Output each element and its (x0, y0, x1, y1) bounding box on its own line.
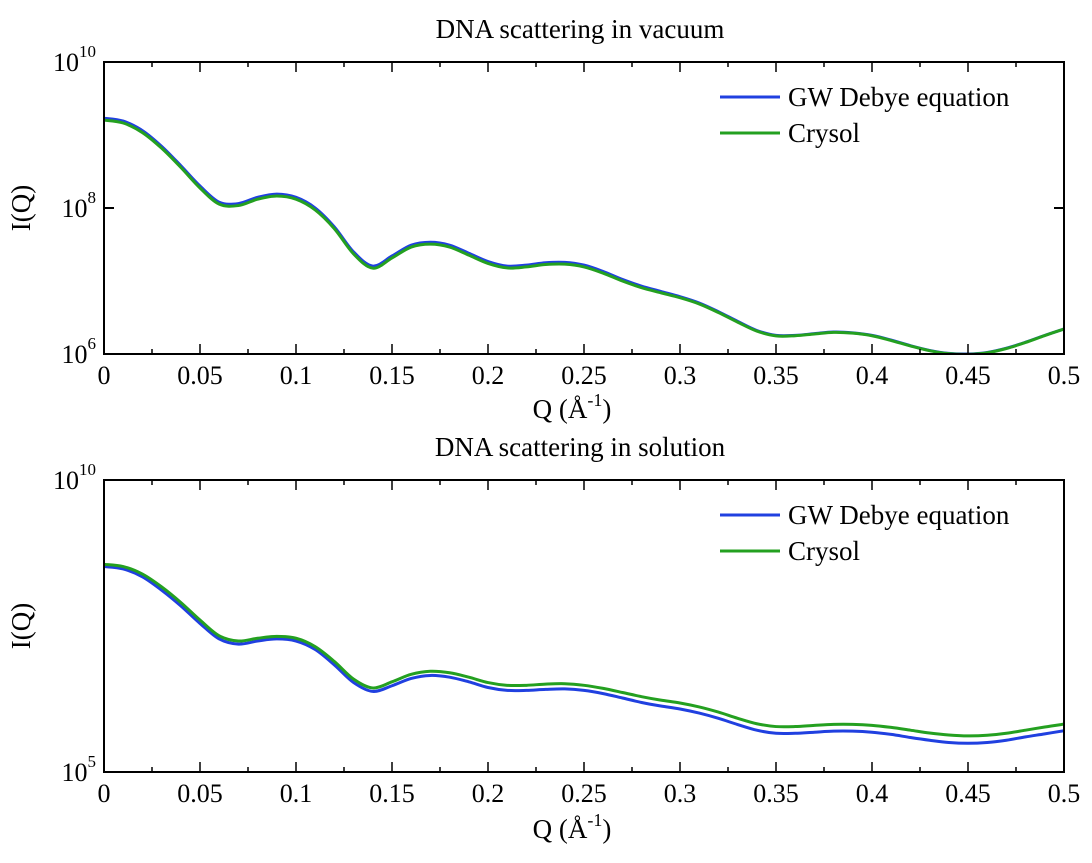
x-tick-label: 0.35 (753, 361, 799, 390)
series-line-gw-debye-equation (104, 116, 1064, 354)
x-tick-label: 0.25 (561, 361, 607, 390)
x-tick-label: 0.05 (177, 361, 223, 390)
x-tick-label: 0.25 (561, 779, 607, 808)
series-group (104, 562, 1064, 745)
legend-label: Crysol (788, 118, 860, 148)
y-tick-label: 1010 (53, 460, 96, 495)
series-group (104, 116, 1064, 354)
x-tick-label: 0.15 (369, 361, 415, 390)
y-tick-label: 105 (62, 752, 97, 787)
x-tick-label: 0.1 (280, 361, 313, 390)
x-tick-label: 0.15 (369, 779, 415, 808)
legend-label: GW Debye equation (788, 500, 1010, 530)
x-tick-label: 0.5 (1048, 779, 1081, 808)
x-tick-label: 0 (98, 779, 111, 808)
series-line-gw-debye-equation (104, 565, 1064, 745)
x-tick-label: 0.35 (753, 779, 799, 808)
x-tick-label: 0.2 (472, 361, 505, 390)
x-tick-label: 0 (98, 361, 111, 390)
legend-label: Crysol (788, 536, 860, 566)
x-tick-label: 0.5 (1048, 361, 1081, 390)
x-tick-label: 0.1 (280, 779, 313, 808)
x-tick-label: 0.05 (177, 779, 223, 808)
y-tick-label: 108 (62, 188, 97, 223)
series-line-crysol (104, 562, 1064, 738)
x-tick-label: 0.2 (472, 779, 505, 808)
x-axis-label: Q (Å-1) (533, 810, 612, 844)
x-tick-label: 0.3 (664, 361, 697, 390)
x-tick-label: 0.45 (945, 779, 991, 808)
x-tick-label: 0.4 (856, 779, 889, 808)
x-tick-label: 0.3 (664, 779, 697, 808)
y-tick-label: 1010 (53, 42, 96, 77)
x-tick-label: 0.4 (856, 361, 889, 390)
y-axis-label: I(Q) (6, 185, 36, 231)
chart-title: DNA scattering in vacuum (436, 14, 725, 44)
chart-panel-1: DNA scattering in vacuum 0 0.05 0.1 0.15 0.2 0… (6, 14, 1080, 424)
x-axis-label: Q (Å-1) (533, 390, 612, 424)
series-line-crysol (104, 118, 1064, 354)
chart-title: DNA scattering in solution (435, 432, 726, 462)
x-tick-label: 0.45 (945, 361, 991, 390)
legend: GW Debye equation Crysol (720, 500, 1010, 566)
chart-panel-2: DNA scattering in solution 0 0.05 0.1 0.15 0.… (6, 432, 1080, 844)
legend: GW Debye equation Crysol (720, 82, 1010, 148)
y-axis-label: I(Q) (6, 603, 36, 649)
y-tick-label: 106 (62, 334, 97, 369)
legend-label: GW Debye equation (788, 82, 1010, 112)
